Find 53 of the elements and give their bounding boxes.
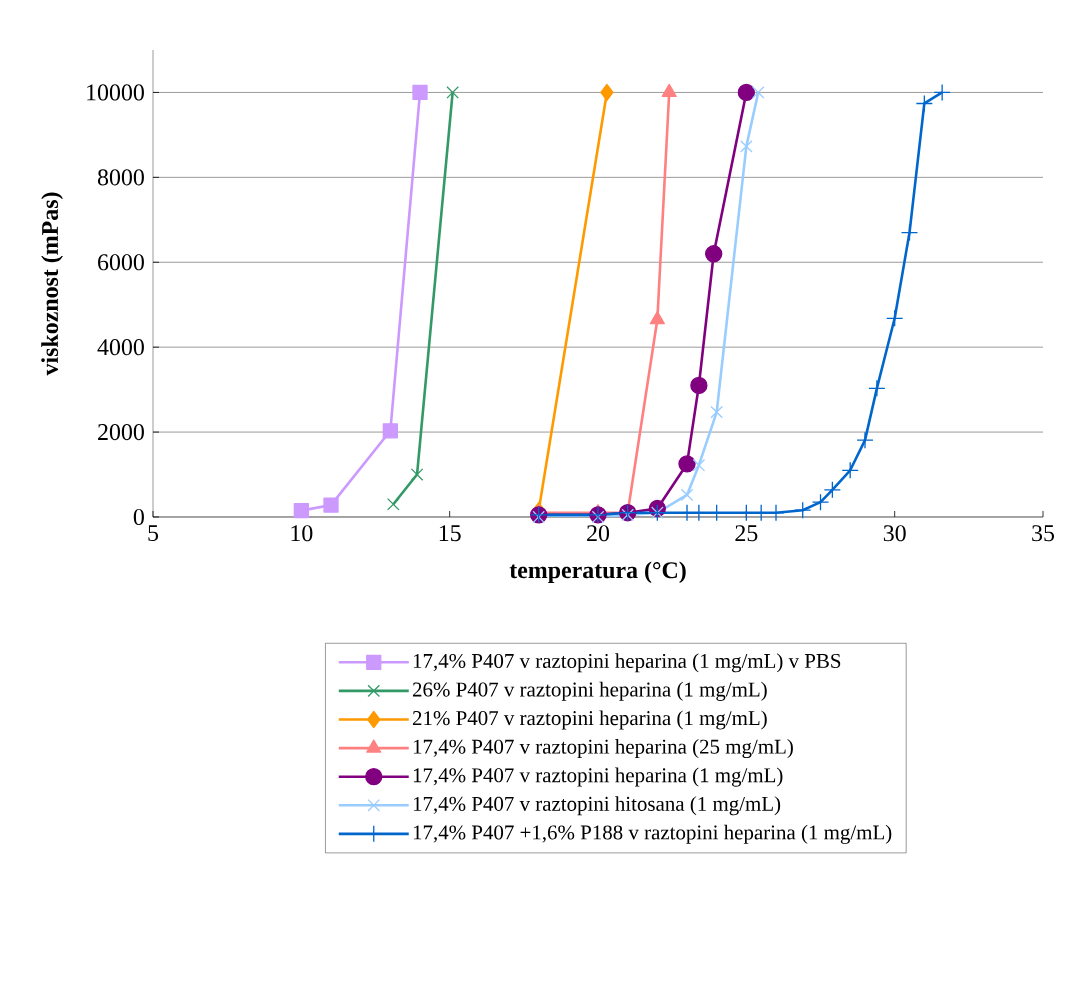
point <box>323 497 339 513</box>
legend-label: 17,4% P407 v raztopini heparina (25 mg/mL) <box>413 739 793 759</box>
legend-label: 17,4% P407 v raztopini heparina (1 mg/mL) <box>413 767 783 787</box>
point <box>740 140 753 153</box>
point <box>705 245 723 263</box>
point <box>868 379 886 397</box>
point <box>690 376 708 395</box>
x-tick-label: 5 <box>148 525 159 542</box>
x-tick-label: 10 <box>291 525 313 542</box>
x-tick-label: 15 <box>439 525 461 542</box>
point <box>621 508 634 522</box>
point <box>692 458 706 472</box>
y-tick-label: 4000 <box>97 339 144 356</box>
y-tick-label: 8000 <box>97 169 144 186</box>
point <box>811 493 830 511</box>
point <box>591 510 605 524</box>
point <box>933 83 951 102</box>
point <box>856 431 874 449</box>
point <box>293 502 309 519</box>
point <box>794 501 812 519</box>
point <box>382 423 398 439</box>
x-tick-label: 25 <box>735 525 758 542</box>
point <box>823 481 842 499</box>
point <box>900 223 919 242</box>
legend-label: 17,4% P407 v raztopini hitosana (1 mg/mL) <box>413 796 781 816</box>
point <box>710 405 723 419</box>
point <box>532 510 545 524</box>
point <box>751 86 765 99</box>
x-tick-label: 30 <box>883 525 906 542</box>
legend-label: 17,4% P407 v raztopini heparina (1 mg/mL) v PBS <box>413 653 841 673</box>
point <box>661 83 677 98</box>
point <box>600 83 614 102</box>
y-tick-label: 0 <box>133 508 144 526</box>
legend-label: 26% P407 v raztopini heparina (1 mg/mL) <box>412 681 767 701</box>
point <box>410 468 424 481</box>
point <box>446 86 459 99</box>
point <box>886 309 904 327</box>
y-tick-label: 6000 <box>98 254 144 271</box>
point <box>737 83 755 102</box>
y-tick-label: 2000 <box>98 424 144 441</box>
point <box>387 497 400 511</box>
y-tick-label: 10000 <box>87 84 144 101</box>
point <box>680 488 694 502</box>
x-tick-label: 20 <box>587 525 610 542</box>
point <box>841 461 859 479</box>
x-tick-label: 35 <box>1032 525 1055 542</box>
legend-label: 17,4% P407 +1,6% P188 v raztopini heparina (1 mg/mL) <box>413 824 892 844</box>
x-axis-title: temperatura (°C) <box>509 561 686 584</box>
point <box>915 94 933 113</box>
legend-label: 21% P407 v raztopini heparina (1 mg/mL) <box>412 710 767 730</box>
point <box>678 455 696 473</box>
point <box>412 84 428 101</box>
y-axis-title: viskoznost (mPas) <box>41 192 63 376</box>
